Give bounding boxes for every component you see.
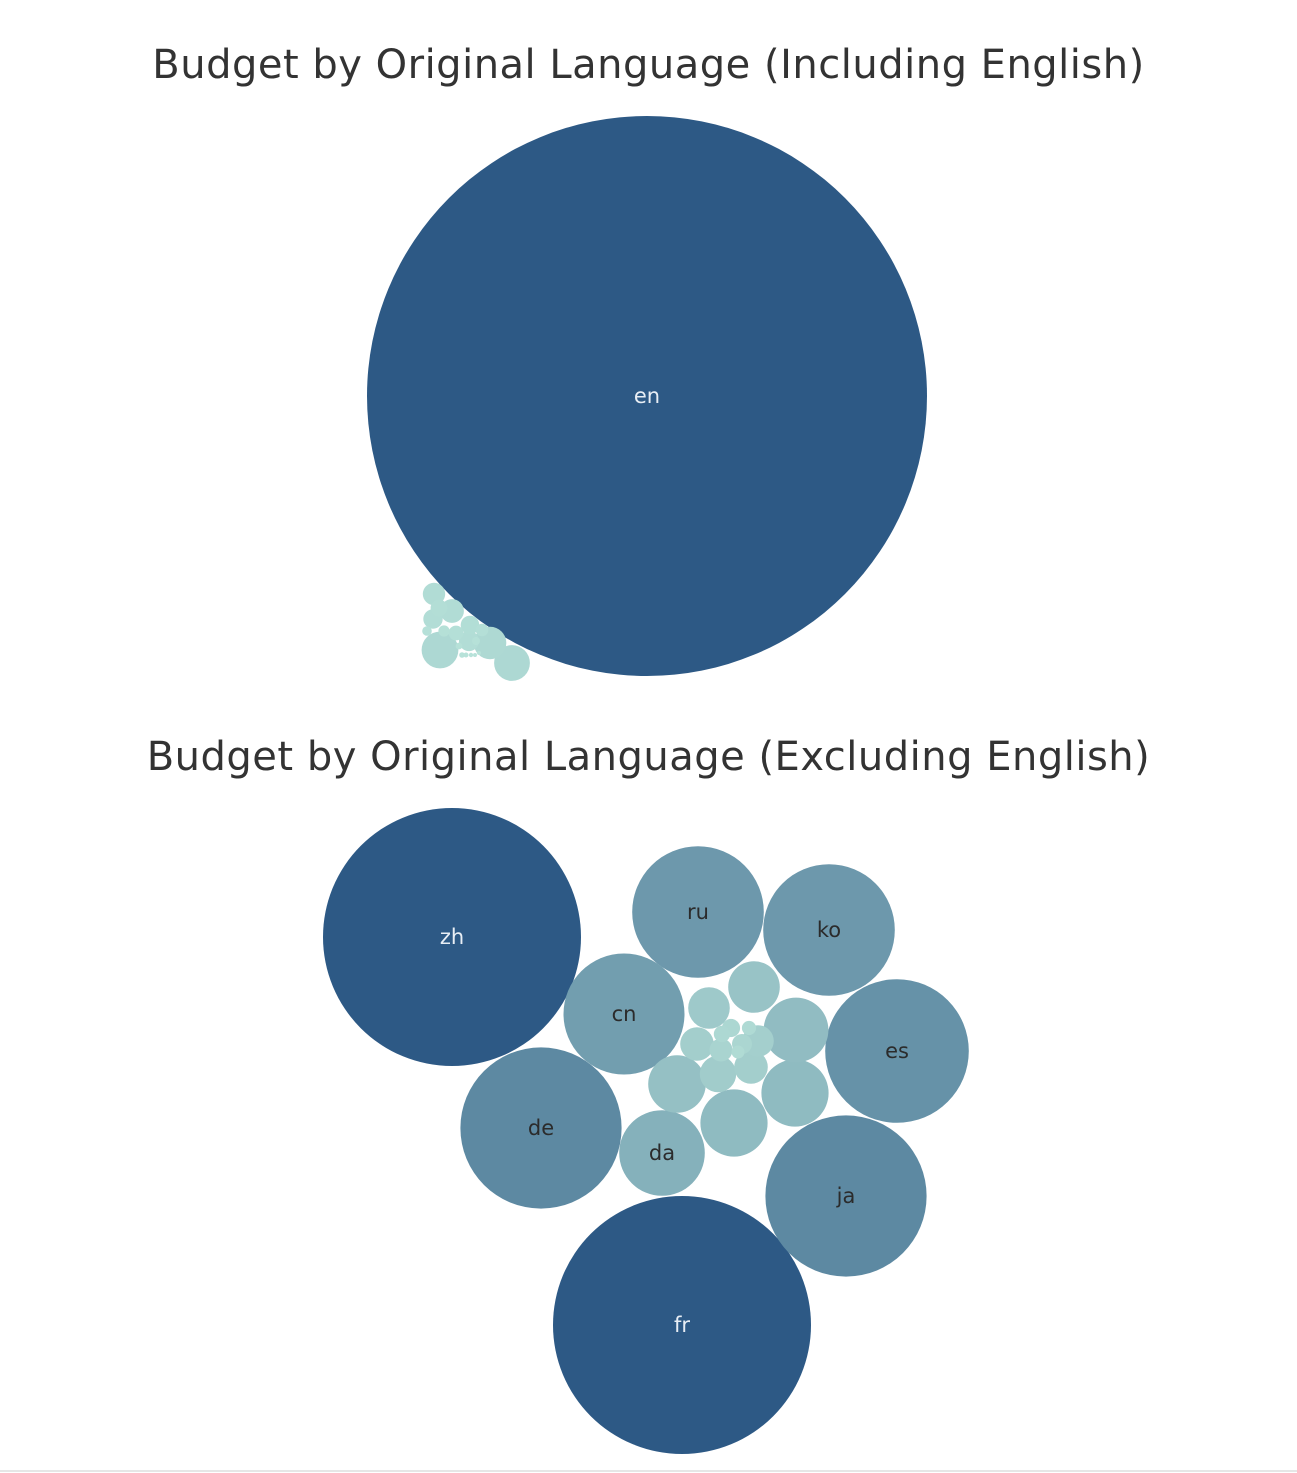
bubble-cn[interactable] xyxy=(563,953,685,1075)
bubble-7[interactable] xyxy=(458,630,480,652)
bubble-19[interactable] xyxy=(468,652,474,658)
bubble-fr[interactable] xyxy=(553,1196,811,1454)
bubble-10[interactable] xyxy=(700,1089,768,1157)
bubble-17[interactable] xyxy=(734,1050,768,1084)
bubble-9[interactable] xyxy=(460,615,480,635)
bubble-3[interactable] xyxy=(494,645,530,681)
bubble-12[interactable] xyxy=(475,623,489,637)
bubble-16[interactable] xyxy=(455,642,463,650)
bubble-16[interactable] xyxy=(699,1055,737,1093)
bubble-18[interactable] xyxy=(463,652,469,658)
bubble-14[interactable] xyxy=(422,626,432,636)
bubble-es[interactable] xyxy=(825,979,969,1123)
bubble-label-ru: ru xyxy=(687,900,709,924)
bubble-2[interactable] xyxy=(421,631,459,669)
bubble-17[interactable] xyxy=(459,652,465,658)
bubble-20[interactable] xyxy=(709,1038,733,1062)
bubble-25[interactable] xyxy=(731,1045,745,1059)
bubble-24[interactable] xyxy=(741,1020,757,1036)
bubble-11[interactable] xyxy=(448,625,464,641)
bubble-6[interactable] xyxy=(422,582,446,606)
bubble-23[interactable] xyxy=(713,1025,731,1043)
bubble-label-ko: ko xyxy=(817,918,841,942)
bubble-label-fr: fr xyxy=(674,1313,690,1337)
bubble-11[interactable] xyxy=(761,1059,829,1127)
bottom-divider xyxy=(0,1470,1297,1472)
bubble-ru[interactable] xyxy=(632,846,764,978)
bubble-ko[interactable] xyxy=(763,864,895,996)
bubble-13[interactable] xyxy=(438,625,450,637)
bubble-label-es: es xyxy=(885,1039,909,1063)
bubble-label-de: de xyxy=(528,1116,554,1140)
bubble-18[interactable] xyxy=(680,1027,714,1061)
bubble-da[interactable] xyxy=(619,1110,705,1196)
bubble-20[interactable] xyxy=(473,653,477,657)
bubble-label-ja: ja xyxy=(836,1184,856,1208)
bubble-ja[interactable] xyxy=(765,1115,927,1277)
bubble-label-da: da xyxy=(649,1141,675,1165)
bubble-21[interactable] xyxy=(477,651,481,655)
bubble-group-2: zh fr ja de es ko ru cn da xyxy=(323,808,969,1454)
bubble-10[interactable] xyxy=(430,599,448,617)
bubble-label-cn: cn xyxy=(612,1002,637,1026)
bubble-label-zh: zh xyxy=(440,925,464,949)
bubble-13[interactable] xyxy=(648,1055,706,1113)
bubble-label-en: en xyxy=(634,384,660,408)
bubble-14[interactable] xyxy=(728,961,780,1013)
chart-title-excluding-english: Budget by Original Language (Excluding E… xyxy=(146,734,1151,780)
bubble-group-1: en xyxy=(367,116,927,681)
bubble-15[interactable] xyxy=(472,637,480,645)
bubble-12[interactable] xyxy=(763,997,829,1063)
bubble-de[interactable] xyxy=(460,1047,622,1209)
bubble-zh[interactable] xyxy=(323,808,581,1066)
bubble-en[interactable] xyxy=(367,116,927,676)
bubble-15[interactable] xyxy=(688,987,730,1029)
chart-title-including-english: Budget by Original Language (Including E… xyxy=(152,42,1145,88)
